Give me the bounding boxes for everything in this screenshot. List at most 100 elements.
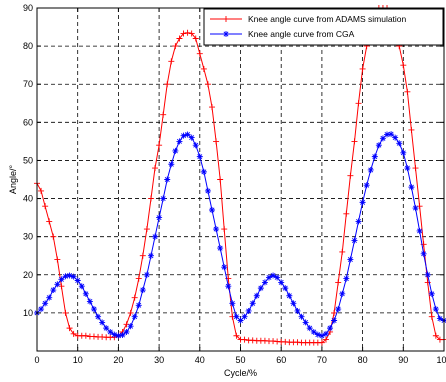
series-2-point: [95, 313, 102, 320]
series-1-point: [46, 218, 53, 225]
series-1-point: [184, 29, 191, 36]
series-2-point: [54, 281, 61, 288]
series-2-point: [62, 273, 69, 280]
series-2-point: [424, 271, 431, 278]
series-1-point: [221, 226, 228, 233]
series-2-point: [375, 142, 382, 149]
series-1-point: [164, 81, 171, 88]
series-2-point: [379, 135, 386, 142]
series-2-point: [314, 331, 321, 338]
series-2-point: [164, 176, 171, 183]
ticks: 0 10 20 30 40 50 60 70 80 90 100 10 20 30 40 50 60 70 80 90: [23, 3, 446, 365]
series-2-point: [42, 300, 49, 307]
series-1-point: [172, 43, 179, 50]
series-2: [34, 131, 446, 339]
series-2-point: [274, 274, 281, 281]
series-2-point: [184, 131, 191, 138]
y-tick-label: 30: [23, 232, 33, 242]
series-2-point: [351, 237, 358, 244]
series-2-point: [213, 226, 220, 233]
x-tick-label: 80: [358, 355, 368, 365]
x-tick-label: 0: [34, 355, 39, 365]
series-2-point: [82, 290, 89, 297]
series-1-point: [135, 275, 142, 282]
series-2-point: [103, 325, 110, 332]
series-1-point: [200, 65, 207, 72]
series-2-point: [123, 328, 130, 335]
series-2-point: [420, 250, 427, 257]
series-1-point: [241, 336, 248, 343]
x-tick-label: 10: [73, 355, 83, 365]
x-tick-label: 50: [235, 355, 245, 365]
series-2-point: [412, 205, 419, 212]
series-2-point: [50, 287, 57, 294]
legend-label: Knee angle curve from ADAMS simulation: [248, 14, 407, 24]
series-2-point: [290, 300, 297, 307]
series-1-point: [400, 62, 407, 69]
y-tick-label: 70: [23, 79, 33, 89]
series-2-point: [404, 165, 411, 172]
series-1-point: [432, 332, 439, 339]
series-2-point: [253, 292, 260, 299]
series-2-point: [416, 227, 423, 234]
series-2-point: [294, 307, 301, 314]
series-2-point: [200, 168, 207, 175]
series-2-point: [245, 307, 252, 314]
x-tick-label: 90: [398, 355, 408, 365]
series-2-point: [367, 166, 374, 173]
series-2-point: [306, 325, 313, 332]
series-1-point: [38, 187, 45, 194]
series-1-point: [66, 325, 73, 332]
series-2-point: [408, 184, 415, 191]
series-1-point: [355, 100, 362, 107]
series-2-point: [115, 332, 122, 339]
series-1-point: [147, 195, 154, 202]
series-2-point: [249, 300, 256, 307]
series-1-point: [143, 226, 150, 233]
y-tick-label: 90: [23, 3, 33, 13]
series-2-point: [339, 290, 346, 297]
series-2-point: [282, 285, 289, 292]
series-1-point: [196, 50, 203, 57]
series-2-point: [38, 306, 45, 313]
series-2-point: [428, 290, 435, 297]
x-tick-label: 100: [436, 355, 446, 365]
x-tick-label: 40: [195, 355, 205, 365]
series-1-point: [347, 172, 354, 179]
series-2-point: [168, 161, 175, 168]
series-1-point: [160, 111, 167, 118]
series-2-point: [221, 264, 228, 271]
series-2-point: [327, 325, 334, 332]
x-axis-label: Cycle/%: [224, 368, 257, 378]
series-2-point: [355, 218, 362, 225]
series-2-point: [318, 332, 325, 339]
series-1-point: [180, 30, 187, 37]
series-1-point: [339, 248, 346, 255]
legend-label: Knee angle curve from CGA: [248, 29, 355, 39]
y-tick-label: 80: [23, 41, 33, 51]
y-tick-label: 40: [23, 194, 33, 204]
legend-swatch-marker: [223, 16, 229, 22]
series-2-point: [160, 195, 167, 202]
series-2-point: [131, 313, 138, 320]
series-1-point: [152, 165, 159, 172]
series-2-point: [119, 331, 126, 338]
series-2-point: [188, 134, 195, 141]
series-2-point: [152, 233, 159, 240]
series-2-point: [286, 292, 293, 299]
series-2-point: [229, 300, 236, 307]
series-1-point: [209, 104, 216, 111]
series-2-point: [335, 306, 342, 313]
series-1-point: [62, 309, 69, 316]
series-2-point: [66, 272, 73, 279]
series-1-point: [192, 35, 199, 42]
y-tick-label: 60: [23, 117, 33, 127]
series-2-point: [86, 298, 93, 305]
series-2-point: [343, 275, 350, 282]
series-1-point: [82, 332, 89, 339]
series-2-point: [192, 142, 199, 149]
series-2-point: [298, 313, 305, 320]
series-2-point: [331, 317, 338, 324]
